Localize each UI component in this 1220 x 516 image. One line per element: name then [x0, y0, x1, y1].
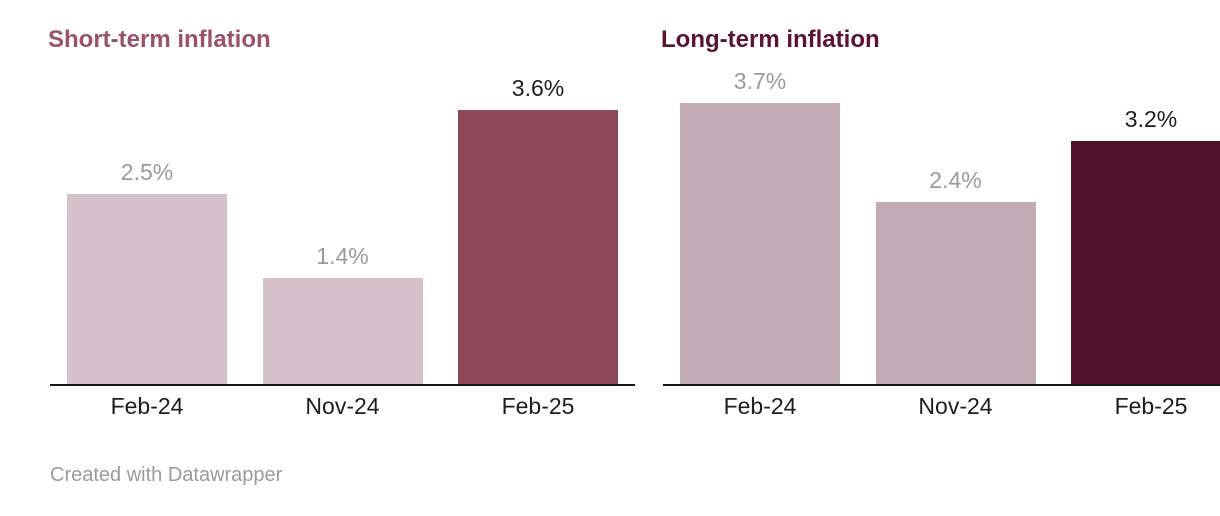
bar-feb-24[interactable] [680, 103, 840, 384]
chart-title-short-term: Short-term inflation [48, 26, 271, 53]
bar-group: 3.2% [1071, 108, 1220, 384]
x-axis-tick-labels: Feb-24 Nov-24 Feb-25 [50, 393, 635, 419]
bar-group: 3.6% [458, 77, 618, 384]
x-axis-tick-label: Nov-24 [305, 393, 380, 419]
dual-bar-chart-figure: Short-term inflation 2.5% 1.4% 3.6% Feb-24… [40, 16, 1220, 500]
plot-area: 2.5% 1.4% 3.6% [50, 16, 635, 384]
bar-value-label: 3.2% [1124, 106, 1178, 132]
x-axis-tick-label: Nov-24 [918, 393, 993, 419]
bar-feb-25[interactable] [458, 110, 618, 384]
bar-group: 3.7% [680, 70, 840, 384]
bar-feb-24[interactable] [67, 194, 227, 384]
chart-panel-long-term-inflation: Long-term inflation 3.7% 2.4% 3.2% Feb-24 N… [661, 16, 1220, 426]
x-axis-tick-label: Feb-25 [1114, 393, 1188, 419]
bar-value-label: 3.7% [733, 68, 787, 94]
x-axis-line [663, 384, 1220, 386]
bar-group: 2.4% [875, 167, 1036, 384]
x-axis-line [50, 384, 635, 386]
x-axis-tick-label: Feb-24 [723, 393, 797, 419]
bar-group: 1.4% [262, 243, 423, 384]
bar-value-label: 2.5% [120, 159, 174, 185]
bar-value-label: 2.4% [929, 167, 982, 193]
bar-value-label: 1.4% [316, 243, 369, 269]
bar-value-label: 3.6% [511, 75, 565, 101]
x-axis-tick-labels: Feb-24 Nov-24 Feb-25 [663, 393, 1220, 419]
chart-title-long-term: Long-term inflation [661, 26, 880, 53]
x-axis-tick-label: Feb-25 [501, 393, 575, 419]
x-axis-tick-label: Feb-24 [110, 393, 184, 419]
bar-nov-24[interactable] [262, 278, 423, 384]
datawrapper-credit[interactable]: Created with Datawrapper [50, 464, 283, 486]
bar-nov-24[interactable] [875, 202, 1036, 384]
chart-panel-short-term-inflation: Short-term inflation 2.5% 1.4% 3.6% Feb-24… [48, 16, 635, 426]
plot-area: 3.7% 2.4% 3.2% [663, 16, 1220, 384]
bar-group: 2.5% [67, 161, 227, 384]
bar-feb-25[interactable] [1071, 141, 1220, 384]
